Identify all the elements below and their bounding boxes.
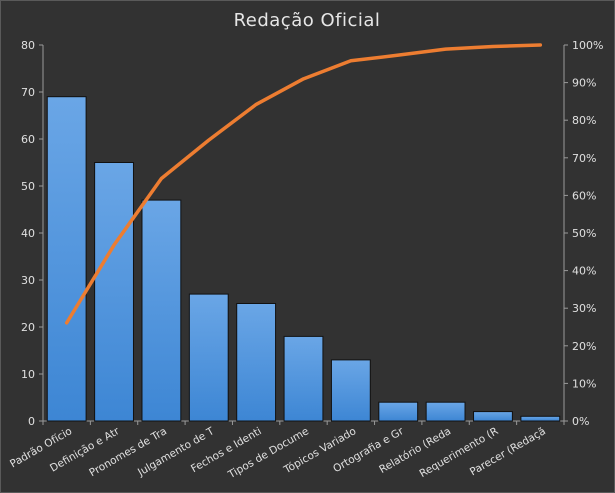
y-tick-label-right: 40%: [572, 265, 596, 278]
bar: [236, 303, 277, 422]
bar: [46, 96, 87, 422]
y-tick-label-right: 10%: [572, 377, 596, 390]
y-tick-label-right: 20%: [572, 340, 596, 353]
y-tick-label-right: 0%: [572, 415, 589, 428]
y-tick-label-left: 80: [21, 39, 35, 52]
y-tick-label-left: 40: [21, 227, 35, 240]
x-category-label: Requerimento (R: [417, 425, 500, 480]
y-tick-label-right: 30%: [572, 302, 596, 315]
y-tick-label-left: 10: [21, 368, 35, 381]
x-category-label: Pronomes de Tra: [87, 425, 169, 479]
x-category-label: Tipos de Docume: [225, 425, 311, 481]
y-tick-label-right: 90%: [572, 77, 596, 90]
bar: [520, 415, 561, 422]
bar: [94, 162, 134, 422]
y-tick-label-right: 100%: [572, 39, 603, 52]
bar: [188, 293, 229, 422]
bar: [330, 359, 371, 422]
bar: [378, 401, 419, 422]
bar: [473, 411, 513, 422]
y-tick-label-right: 70%: [572, 152, 596, 165]
chart-title: Redação Oficial: [234, 10, 381, 31]
x-category-label: Julgamento de T: [135, 425, 217, 479]
cumulative-line: [64, 43, 543, 325]
plot-area: 0 10 20 30 40 50 60 70 80 0% 10% 20% 30% 40% 50% 60% 70%…: [8, 39, 603, 482]
y-tick-label-left: 0: [28, 415, 35, 428]
y-tick-label-left: 70: [21, 86, 35, 99]
bar: [425, 401, 466, 422]
bar: [141, 199, 182, 422]
y-tick-label-left: 30: [21, 274, 35, 287]
y-tick-label-right: 60%: [572, 189, 596, 202]
y-tick-label-left: 50: [21, 180, 35, 193]
y-tick-label-left: 60: [21, 133, 35, 146]
bar: [283, 335, 324, 422]
y-tick-label-right: 80%: [572, 114, 596, 127]
y-tick-label-right: 50%: [572, 227, 596, 240]
y-tick-label-left: 20: [21, 321, 35, 334]
